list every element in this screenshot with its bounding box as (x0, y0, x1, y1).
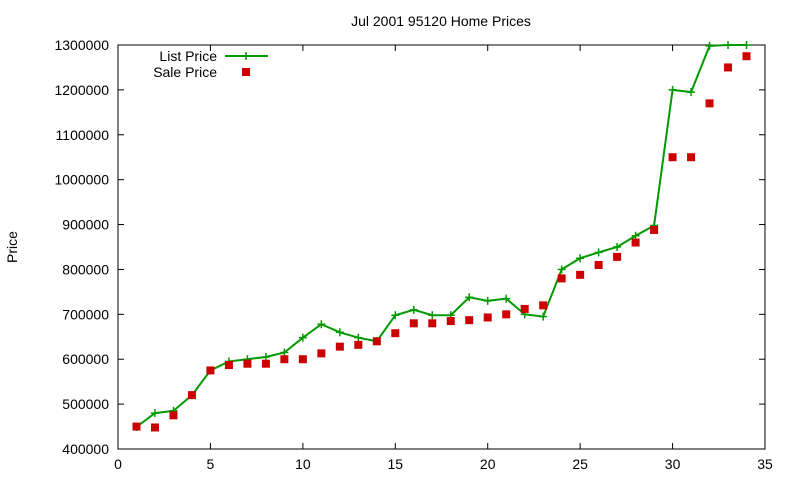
y-tick-label: 800000 (62, 261, 109, 277)
sale-price-point (187, 391, 196, 400)
list-price-point (668, 85, 677, 94)
sale-price-point (465, 316, 474, 325)
y-tick-label: 700000 (62, 306, 109, 322)
y-tick-label: 400000 (62, 441, 109, 457)
legend-label: List Price (159, 48, 217, 64)
legend-cross-swatch (242, 52, 250, 60)
sale-price-point (705, 99, 714, 108)
sale-price-point (409, 319, 418, 328)
sale-price-point (317, 349, 326, 358)
sale-price-point (502, 310, 511, 319)
sale-price-point (742, 52, 751, 61)
list-price-point (631, 231, 640, 240)
list-price-line (135, 44, 747, 428)
sale-price-point (594, 260, 603, 269)
y-axis-label: Price (4, 231, 20, 263)
sale-price-point (298, 355, 307, 364)
sale-price-point (354, 340, 363, 349)
list-price-point (409, 305, 418, 314)
sale-price-point (391, 329, 400, 338)
list-price-point (298, 333, 307, 342)
sale-price-point (539, 301, 548, 310)
sale-price-point (576, 270, 585, 279)
list-price-point (502, 294, 511, 303)
list-price-point (613, 243, 622, 251)
sale-price-point (261, 359, 270, 368)
sale-price-point (613, 252, 622, 261)
sale-price-point (631, 238, 640, 247)
x-tick-label: 5 (207, 456, 215, 472)
y-tick-label: 1000000 (54, 172, 109, 188)
list-price-point (687, 88, 696, 97)
sale-price-point (372, 337, 381, 346)
sale-price-point (224, 361, 233, 370)
x-tick-label: 35 (757, 456, 773, 472)
list-price-point (483, 296, 492, 305)
x-tick-label: 15 (387, 456, 403, 472)
sale-price-point (428, 319, 437, 328)
list-price-point (391, 311, 400, 320)
list-price-point (317, 320, 326, 329)
list-price-point (261, 352, 270, 361)
sale-price-point (243, 359, 252, 368)
y-tick-label: 1200000 (54, 82, 109, 98)
y-tick-label: 1100000 (56, 127, 110, 143)
sale-price-point (668, 153, 677, 162)
list-price-point (150, 409, 159, 418)
sale-price-point (520, 304, 529, 313)
sale-price-point (132, 422, 141, 431)
sale-price-point (650, 225, 659, 234)
y-tick-label: 600000 (62, 351, 109, 367)
list-price-point (724, 41, 733, 49)
list-price-point (594, 248, 603, 257)
y-tick-label: 1300000 (54, 37, 109, 53)
legend-square-swatch (242, 68, 250, 76)
sale-price-point (724, 63, 733, 72)
sale-price-point (206, 366, 215, 375)
list-price-point (465, 293, 474, 302)
x-tick-label: 25 (572, 456, 588, 472)
list-price-point (742, 41, 751, 49)
axis-ticks: 0 5 10 15 20 25 30 35 400000 500000 600000 700000 80… (54, 37, 773, 472)
list-price-point (428, 311, 437, 320)
chart-title: Jul 2001 95120 Home Prices (351, 13, 531, 29)
x-tick-label: 30 (665, 456, 681, 472)
plot-frame (117, 44, 766, 450)
sale-price-point (446, 317, 455, 326)
list-price-point (576, 254, 585, 263)
sale-price-point (150, 423, 159, 432)
legend-label: Sale Price (153, 64, 217, 80)
y-tick-label: 900000 (62, 217, 109, 233)
y-tick-label: 500000 (62, 396, 109, 412)
series-layer (132, 41, 751, 432)
sale-price-point (335, 342, 344, 351)
x-tick-label: 10 (295, 456, 311, 472)
sale-price-point (687, 153, 696, 162)
x-tick-label: 0 (114, 456, 122, 472)
x-tick-label: 20 (480, 456, 496, 472)
sale-price-point (169, 411, 178, 420)
sale-price-point (280, 355, 289, 364)
list-price-point (335, 328, 344, 337)
list-price-point (280, 348, 289, 357)
sale-price-point (557, 274, 566, 283)
list-price-point (354, 333, 363, 342)
list-price-point (557, 265, 566, 274)
list-price-point (705, 41, 714, 50)
sale-price-point (483, 313, 492, 322)
list-price-point (539, 312, 548, 321)
